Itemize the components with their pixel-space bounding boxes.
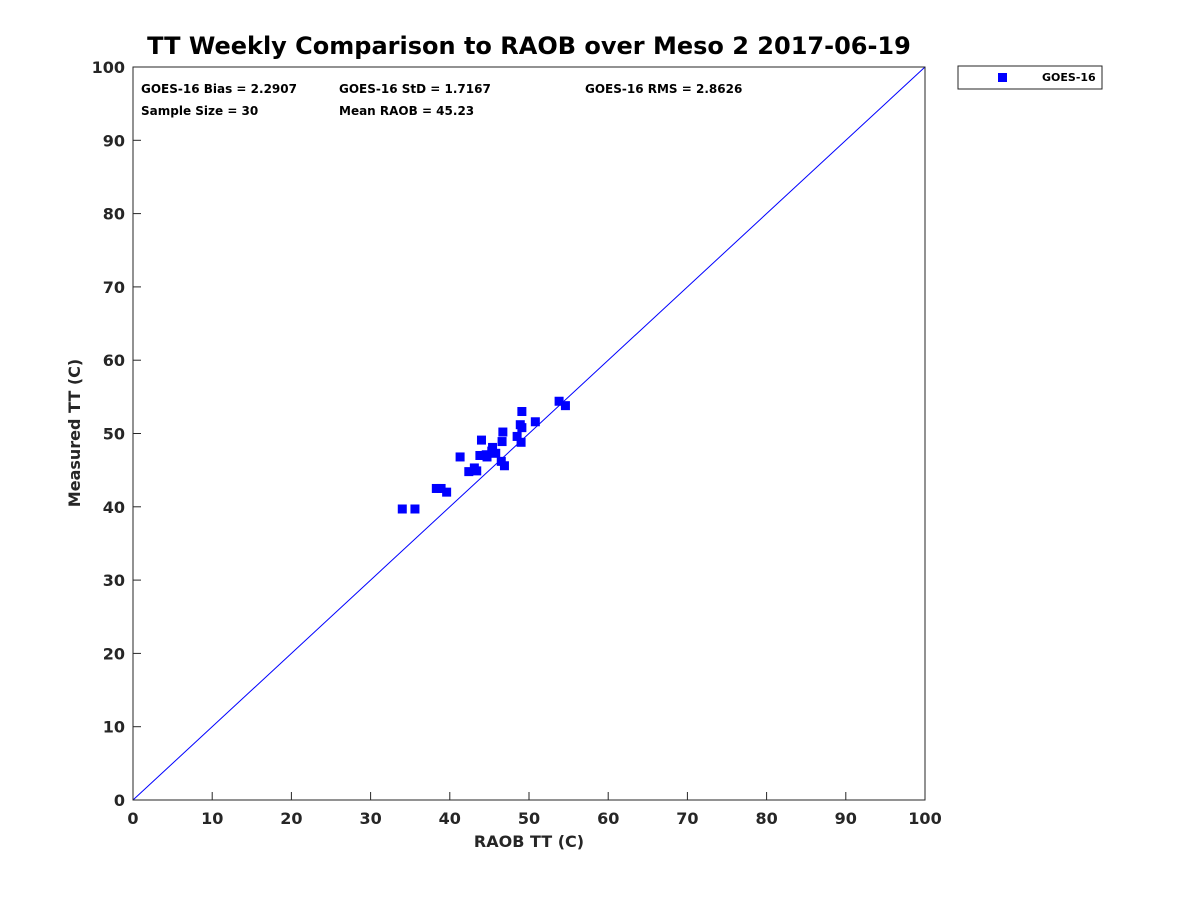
x-tick-label: 10: [201, 809, 223, 828]
data-point-goes16: [472, 466, 482, 476]
data-point-goes16: [554, 396, 564, 406]
x-tick-label: 70: [676, 809, 698, 828]
annotation-std: GOES-16 StD = 1.7167: [339, 82, 491, 96]
data-point-goes16: [464, 467, 474, 477]
legend-label-goes16: GOES-16: [1042, 71, 1096, 84]
y-tick-label: 60: [103, 351, 125, 370]
annotation-bias: GOES-16 Bias = 2.2907: [141, 82, 297, 96]
annotation-mean-raob: Mean RAOB = 45.23: [339, 104, 474, 118]
y-tick-label: 40: [103, 498, 125, 517]
x-tick-label: 60: [597, 809, 619, 828]
data-point-goes16: [397, 504, 407, 514]
annotation-sample-size: Sample Size = 30: [141, 104, 258, 118]
x-tick-label: 50: [518, 809, 540, 828]
data-point-goes16: [410, 504, 420, 514]
legend: GOES-16: [957, 65, 1103, 90]
data-point-goes16: [482, 452, 492, 462]
x-tick-label: 40: [439, 809, 461, 828]
data-point-goes16: [517, 407, 527, 417]
y-tick-label: 100: [92, 58, 125, 77]
stats-annotations: GOES-16 Bias = 2.2907 GOES-16 StD = 1.71…: [141, 82, 742, 118]
chart-title: TT Weekly Comparison to RAOB over Meso 2…: [147, 32, 911, 60]
y-tick-label: 80: [103, 205, 125, 224]
x-tick-label: 0: [127, 809, 138, 828]
data-point-goes16: [455, 452, 465, 462]
x-tick-label: 30: [359, 809, 381, 828]
y-tick-label: 20: [103, 644, 125, 663]
data-point-goes16: [512, 431, 522, 441]
data-points: [397, 396, 570, 514]
data-point-goes16: [516, 437, 526, 447]
x-tick-label: 80: [755, 809, 777, 828]
data-point-goes16: [476, 435, 486, 445]
reference-line-1to1: [132, 66, 926, 801]
y-axis-label: Measured TT (C): [65, 359, 84, 507]
y-tick-label: 50: [103, 425, 125, 444]
y-tick-label: 90: [103, 131, 125, 150]
annotation-rms: GOES-16 RMS = 2.8626: [585, 82, 742, 96]
data-point-goes16: [431, 483, 441, 493]
y-tick-label: 10: [103, 718, 125, 737]
data-point-goes16: [560, 401, 570, 411]
y-tick-label: 30: [103, 571, 125, 590]
data-point-goes16: [517, 423, 527, 433]
x-axis-label: RAOB TT (C): [474, 832, 584, 851]
reference-line: [132, 66, 926, 801]
data-point-goes16: [530, 417, 540, 427]
x-tick-label: 20: [280, 809, 302, 828]
data-point-goes16: [442, 487, 452, 497]
data-point-goes16: [488, 442, 498, 452]
plot-area: 0 10 20 30 40 50 60 70 80 90 100 0 10 20 30 40 50 60 70 80…: [92, 58, 942, 828]
data-point-goes16: [499, 461, 509, 471]
data-point-goes16: [475, 450, 485, 460]
y-axis-ticks: 0 10 20 30 40 50 60 70 80 90 100: [92, 58, 141, 810]
data-point-goes16: [436, 483, 446, 493]
data-point-goes16: [498, 427, 508, 437]
legend-box: [957, 65, 1103, 90]
data-point-goes16: [497, 437, 507, 447]
x-axis-ticks: 0 10 20 30 40 50 60 70 80 90 100: [127, 792, 942, 828]
y-tick-label: 70: [103, 278, 125, 297]
y-tick-label: 0: [114, 791, 125, 810]
legend-marker-goes16: [998, 73, 1007, 82]
x-tick-label: 100: [908, 809, 941, 828]
x-tick-label: 90: [835, 809, 857, 828]
data-point-goes16: [491, 448, 501, 458]
